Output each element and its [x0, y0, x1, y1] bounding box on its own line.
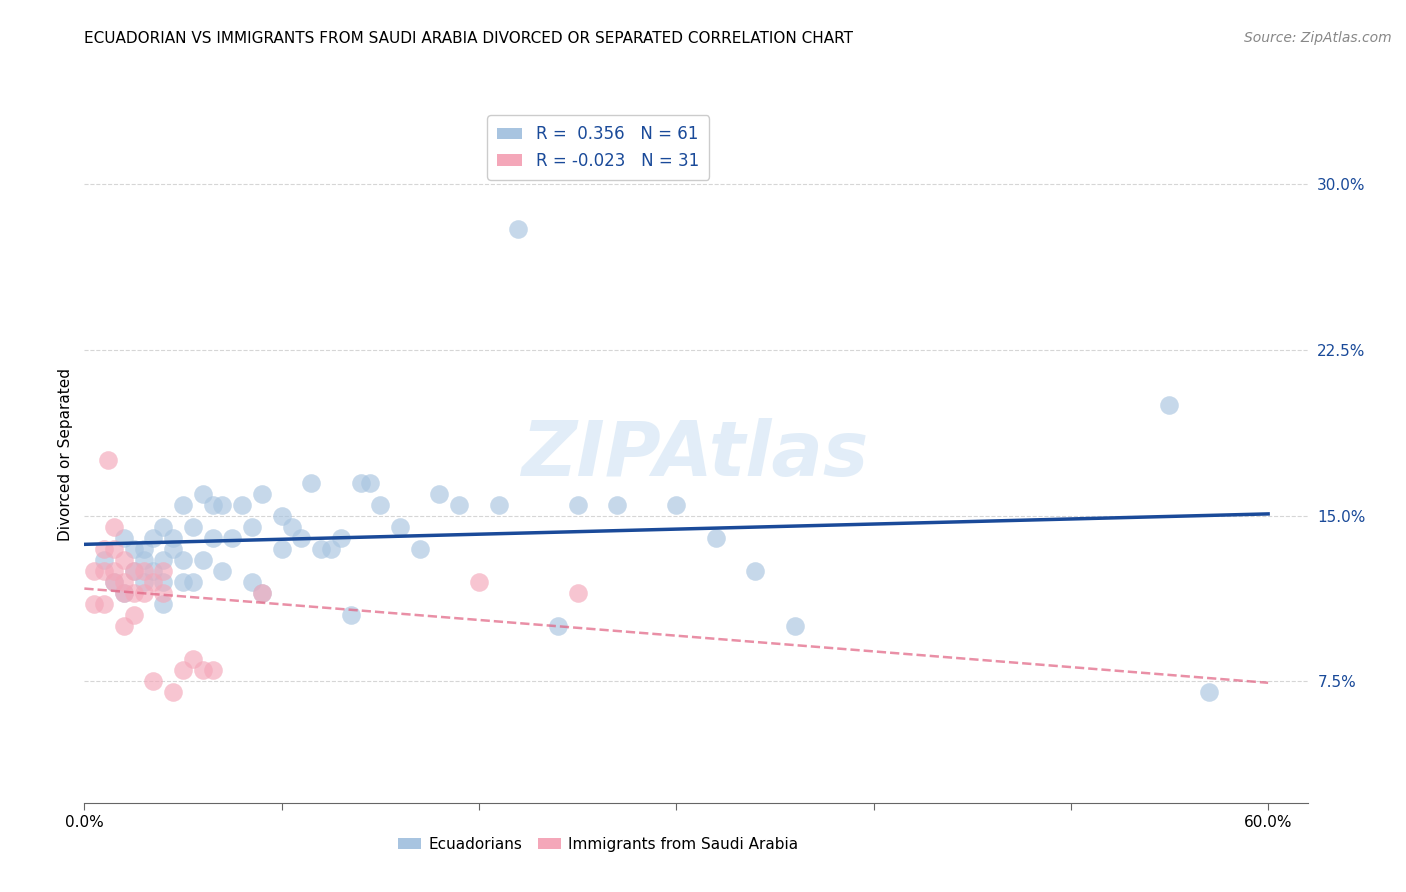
Point	[181, 519, 204, 533]
Point	[250, 586, 273, 600]
Point	[142, 574, 165, 589]
Point	[112, 586, 135, 600]
Point	[132, 574, 155, 589]
Legend: Ecuadorians, Immigrants from Saudi Arabia: Ecuadorians, Immigrants from Saudi Arabi…	[392, 830, 804, 858]
Point	[1159, 398, 1181, 412]
Point	[112, 574, 135, 589]
Point	[122, 564, 145, 578]
Point	[83, 564, 105, 578]
Point	[132, 586, 155, 600]
Text: 60.0%: 60.0%	[1244, 815, 1292, 830]
Point	[299, 475, 322, 490]
Point	[132, 541, 155, 556]
Point	[112, 553, 135, 567]
Point	[429, 486, 451, 500]
Point	[122, 541, 145, 556]
Point	[172, 553, 194, 567]
Point	[181, 652, 204, 666]
Point	[152, 564, 174, 578]
Point	[191, 553, 214, 567]
Text: ZIPAtlas: ZIPAtlas	[522, 418, 870, 491]
Point	[606, 498, 628, 512]
Point	[132, 564, 155, 578]
Point	[112, 531, 135, 545]
Point	[162, 541, 184, 556]
Point	[1198, 685, 1220, 699]
Point	[488, 498, 510, 512]
Text: ECUADORIAN VS IMMIGRANTS FROM SAUDI ARABIA DIVORCED OR SEPARATED CORRELATION CHA: ECUADORIAN VS IMMIGRANTS FROM SAUDI ARAB…	[84, 31, 853, 46]
Point	[172, 574, 194, 589]
Point	[172, 498, 194, 512]
Point	[191, 663, 214, 677]
Point	[122, 564, 145, 578]
Point	[211, 498, 233, 512]
Point	[93, 564, 115, 578]
Point	[270, 508, 292, 523]
Point	[103, 574, 125, 589]
Point	[152, 553, 174, 567]
Point	[201, 531, 224, 545]
Point	[211, 564, 233, 578]
Point	[112, 619, 135, 633]
Point	[162, 685, 184, 699]
Point	[319, 541, 342, 556]
Text: 0.0%: 0.0%	[65, 815, 104, 830]
Point	[329, 531, 352, 545]
Point	[309, 541, 332, 556]
Point	[93, 597, 115, 611]
Point	[152, 586, 174, 600]
Point	[142, 564, 165, 578]
Point	[122, 586, 145, 600]
Point	[508, 221, 530, 235]
Point	[83, 597, 105, 611]
Text: Source: ZipAtlas.com: Source: ZipAtlas.com	[1244, 31, 1392, 45]
Point	[93, 541, 115, 556]
Point	[409, 541, 432, 556]
Point	[368, 498, 391, 512]
Point	[103, 519, 125, 533]
Point	[665, 498, 688, 512]
Y-axis label: Divorced or Separated: Divorced or Separated	[58, 368, 73, 541]
Point	[132, 553, 155, 567]
Point	[152, 519, 174, 533]
Point	[339, 608, 361, 623]
Point	[103, 574, 125, 589]
Point	[172, 663, 194, 677]
Point	[280, 519, 302, 533]
Point	[103, 541, 125, 556]
Point	[122, 608, 145, 623]
Point	[240, 574, 263, 589]
Point	[449, 498, 471, 512]
Point	[112, 586, 135, 600]
Point	[783, 619, 806, 633]
Point	[250, 586, 273, 600]
Point	[152, 597, 174, 611]
Point	[181, 574, 204, 589]
Point	[567, 586, 589, 600]
Point	[270, 541, 292, 556]
Point	[547, 619, 569, 633]
Point	[162, 531, 184, 545]
Point	[744, 564, 766, 578]
Point	[97, 453, 120, 467]
Point	[468, 574, 491, 589]
Point	[359, 475, 381, 490]
Point	[103, 564, 125, 578]
Point	[142, 674, 165, 689]
Point	[389, 519, 412, 533]
Point	[567, 498, 589, 512]
Point	[191, 486, 214, 500]
Point	[349, 475, 371, 490]
Point	[250, 486, 273, 500]
Point	[201, 663, 224, 677]
Point	[142, 531, 165, 545]
Point	[704, 531, 727, 545]
Point	[93, 553, 115, 567]
Point	[221, 531, 243, 545]
Point	[231, 498, 253, 512]
Point	[201, 498, 224, 512]
Point	[290, 531, 312, 545]
Point	[240, 519, 263, 533]
Point	[152, 574, 174, 589]
